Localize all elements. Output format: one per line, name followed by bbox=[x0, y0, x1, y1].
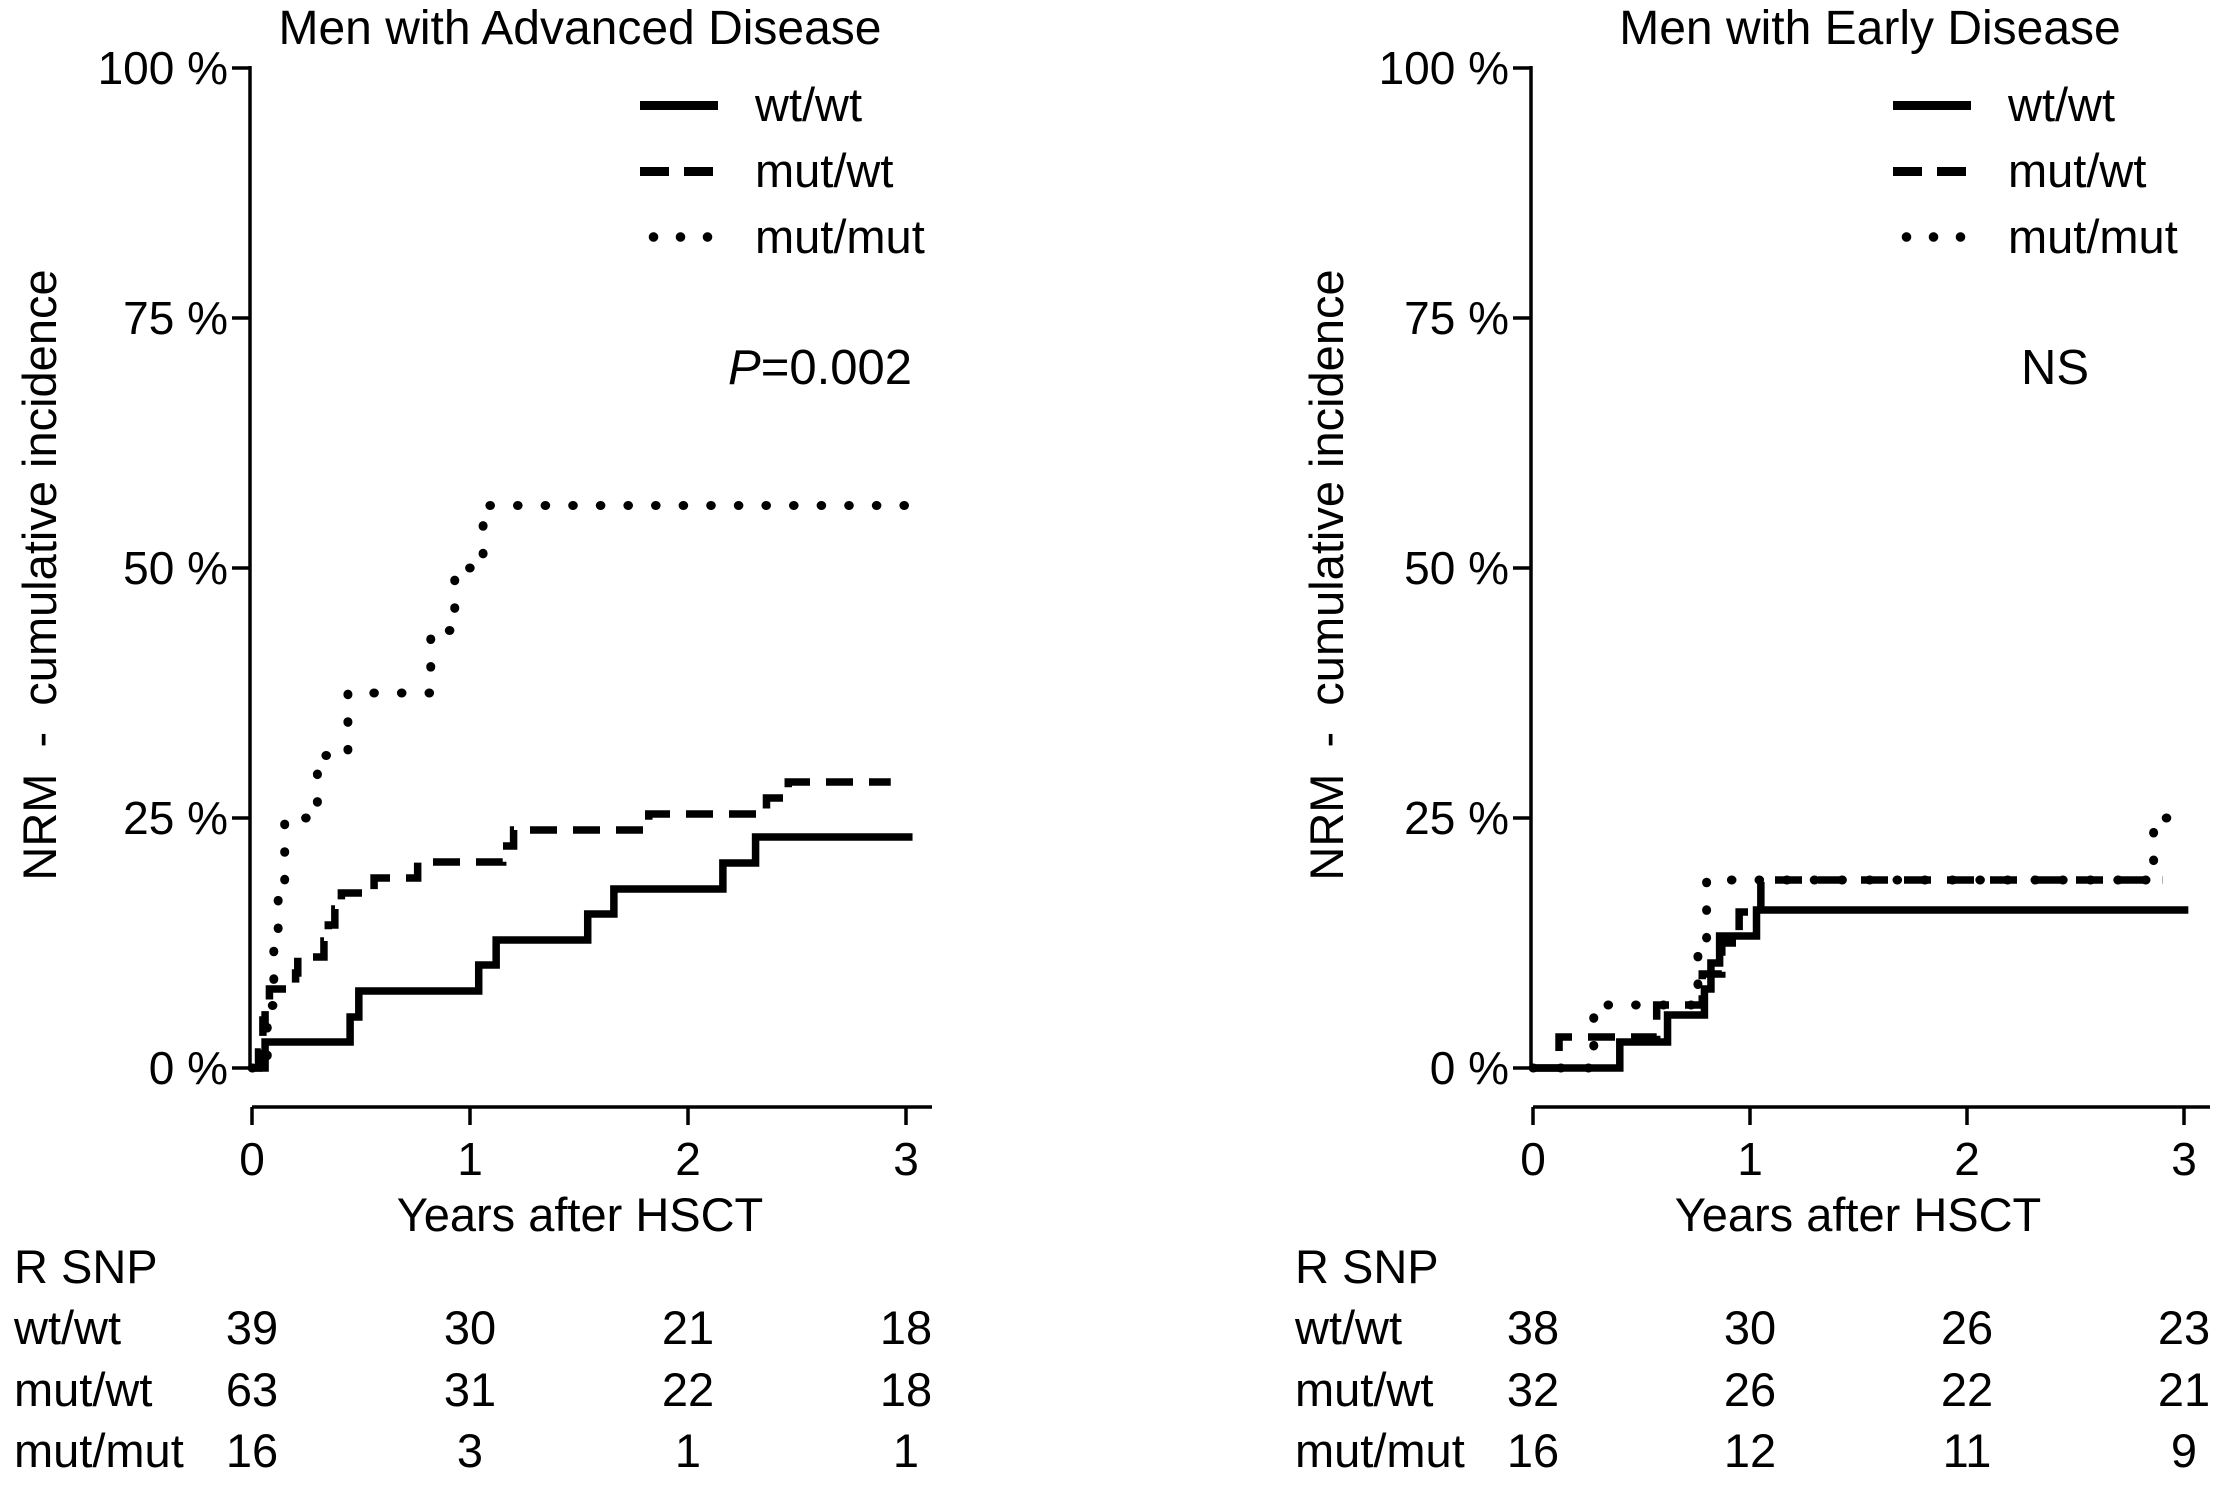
figure-nrm-cumulative-incidence: Men with Advanced Disease NRM - cumulati… bbox=[13, 2, 2211, 1477]
chart-canvas bbox=[232, 66, 2210, 1125]
